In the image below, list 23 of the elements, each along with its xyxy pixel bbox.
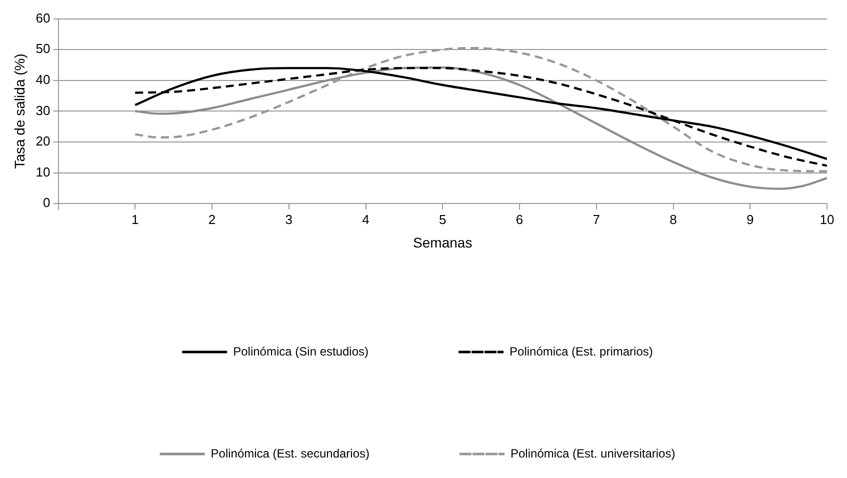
y-tick-label: 50 [36,41,50,56]
y-tick-label: 60 [36,10,50,26]
x-tick-label: 10 [820,212,834,227]
x-tick-label: 1 [132,212,139,227]
x-tick-label: 6 [516,212,524,227]
y-tick-label: 40 [36,72,50,87]
x-tick-label: 2 [208,212,216,227]
y-axis-title: Tasa de salida (%) [11,54,28,169]
x-tick-label: 5 [439,212,446,227]
x-axis-title: Semanas [413,234,472,250]
legend-label: Polinómica (Est. secundarios) [210,446,370,460]
x-tick-label: 8 [670,212,677,227]
x-tick-label: 3 [285,212,292,227]
x-tick-label: 7 [592,212,600,227]
x-tick-label: 4 [362,212,370,227]
y-tick-label: 20 [36,134,50,149]
y-tick-label: 30 [36,102,50,118]
x-tick-label: 9 [746,212,754,227]
legend-label: Polinómica (Est. primarios) [510,344,653,358]
legend-label: Polinómica (Est. universitarios) [510,446,676,460]
legend-label: Polinómica (Sin estudios) [233,344,369,358]
y-tick-label: 0 [43,195,50,210]
y-tick-label: 10 [36,164,50,180]
